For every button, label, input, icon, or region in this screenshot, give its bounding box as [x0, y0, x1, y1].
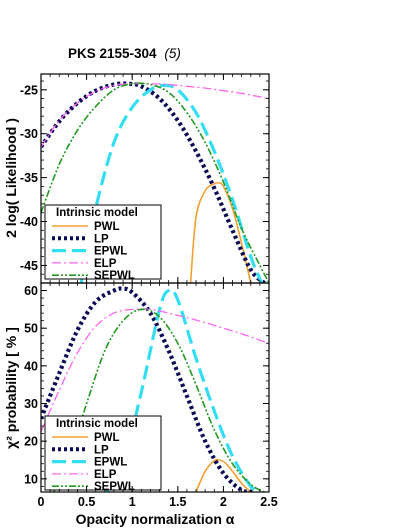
top-legend-label-pwl: PWL	[94, 221, 120, 233]
bottom-y-tick-label: 50	[24, 322, 38, 336]
top-y-axis-label: 2 log( Likelihood )	[3, 118, 19, 238]
x-tick-label: 0.5	[78, 495, 95, 509]
chart-title: PKS 2155-304 (5)	[68, 46, 181, 61]
top-legend-box	[44, 204, 162, 280]
top-legend-label-epwl: EPWL	[94, 246, 127, 258]
top-curve-lp	[41, 81, 266, 283]
bottom-y-tick-label: 10	[24, 472, 38, 486]
bottom-legend-label-epwl: EPWL	[94, 457, 127, 469]
x-tick-label: 1.5	[169, 495, 186, 509]
x-tick-label: 2	[220, 495, 227, 509]
top-y-tick-label: -35	[20, 171, 38, 185]
top-y-tick-label: -30	[20, 127, 38, 141]
bottom-curve-lp	[41, 286, 256, 492]
x-tick-label: 1	[129, 495, 136, 509]
bottom-panel-frame	[40, 282, 270, 493]
top-legend-label-elp: ELP	[94, 258, 117, 270]
bottom-y-tick-label: 60	[24, 284, 38, 298]
bottom-curve-pwl	[195, 458, 252, 492]
bottom-legend-box	[44, 415, 162, 491]
bottom-legend-label-pwl: PWL	[94, 432, 120, 444]
bottom-curve-elp	[41, 308, 269, 432]
bottom-legend-label-lp: LP	[94, 444, 109, 456]
top-y-tick-label: -45	[20, 259, 38, 273]
x-tick-label: 2.5	[260, 495, 277, 509]
chart-title-suffix: (5)	[164, 46, 181, 61]
bottom-legend-label-elp: ELP	[94, 469, 117, 481]
bottom-legend-label-sepwl: SEPWL	[94, 481, 135, 493]
bottom-curve-sepwl	[53, 308, 265, 492]
top-curve-epwl	[79, 83, 264, 283]
axes: -25 -30 -35 -40 -45 10 20 30 40 50 60 0 0.5 1 1.5 2 2.5	[20, 74, 278, 509]
bottom-y-tick-label: 40	[24, 359, 38, 373]
top-legend-title: Intrinsic model	[56, 207, 138, 219]
top-curve-elp	[41, 82, 269, 148]
bottom-y-tick-label: 30	[24, 397, 38, 411]
top-legend-label-sepwl: SEPWL	[94, 270, 135, 282]
x-axis-label: Opacity normalization α	[76, 511, 235, 527]
top-y-tick-label: -40	[20, 215, 38, 229]
bottom-legend-title: Intrinsic model	[56, 418, 138, 430]
top-y-tick-label: -25	[20, 83, 38, 97]
bottom-y-tick-label: 20	[24, 435, 38, 449]
top-panel-curves	[41, 81, 269, 283]
bottom-y-axis-label: χ² probability [ % ]	[3, 327, 19, 449]
top-legend-label-lp: LP	[94, 233, 109, 245]
x-tick-label: 0	[38, 495, 45, 509]
top-curve-pwl	[189, 181, 252, 283]
top-curve-sepwl	[41, 82, 269, 283]
chart-title-main: PKS 2155-304	[68, 46, 157, 61]
